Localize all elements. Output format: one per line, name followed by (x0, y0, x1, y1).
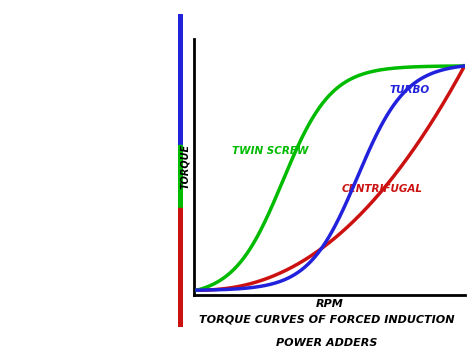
Bar (178, 146, 183, 208)
Y-axis label: TORQUE: TORQUE (180, 144, 190, 190)
Text: TWIN SCREW: TWIN SCREW (232, 146, 308, 155)
X-axis label: RPM: RPM (316, 299, 343, 309)
Text: TORQUE CURVES OF FORCED INDUCTION: TORQUE CURVES OF FORCED INDUCTION (199, 314, 455, 324)
Text: TURBO: TURBO (390, 85, 430, 95)
Bar (178, 14, 183, 146)
Text: POWER ADDERS: POWER ADDERS (276, 338, 378, 348)
Text: CENTRIFUGAL: CENTRIFUGAL (341, 184, 422, 194)
Bar (178, 208, 183, 327)
